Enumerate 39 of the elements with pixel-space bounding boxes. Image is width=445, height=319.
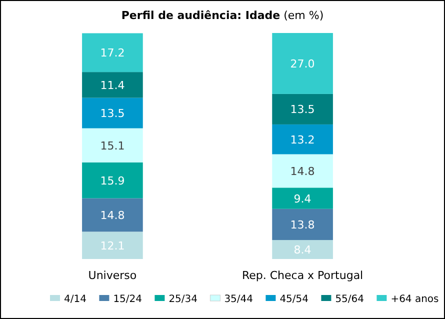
data-label: 14.8 [290, 164, 315, 178]
legend-label: 4/14 [64, 294, 86, 305]
legend-label: 25/34 [168, 294, 198, 305]
bar [272, 188, 333, 209]
data-label: 13.2 [290, 133, 315, 146]
bar [272, 94, 333, 124]
bar [272, 240, 333, 259]
data-label: 9.4 [294, 192, 312, 206]
data-label: 15.1 [100, 139, 125, 152]
data-label: 12.1 [100, 239, 125, 252]
data-label: 13.8 [290, 218, 315, 232]
data-label: 15.9 [100, 174, 125, 188]
x-tick-label: Rep. Checa x Portugal [242, 269, 364, 282]
bar [82, 98, 143, 128]
bar [82, 162, 143, 198]
bar [82, 232, 143, 259]
chart-subtitle: (em %) [280, 9, 324, 22]
data-label: 8.4 [294, 244, 312, 257]
legend-label: +64 anos [390, 294, 439, 305]
bar [82, 198, 143, 232]
legend-label: 15/24 [113, 294, 142, 305]
bar [82, 72, 143, 98]
bar [82, 128, 143, 162]
data-label: 13.5 [100, 107, 125, 120]
bar [272, 33, 333, 94]
data-label: 14.8 [100, 208, 125, 222]
bar [272, 154, 333, 188]
chart-title: Perfil de audiência: Idade [121, 9, 280, 22]
bar [272, 124, 333, 154]
legend-label: 35/44 [224, 294, 254, 305]
data-label: 11.4 [100, 78, 125, 92]
legend-label: 45/54 [280, 294, 309, 305]
legend-label: 55/64 [335, 294, 364, 305]
bar [82, 33, 143, 72]
bar [272, 208, 333, 240]
x-tick-label: Universo [88, 269, 137, 282]
data-label: 27.0 [290, 57, 315, 70]
data-label: 17.2 [100, 46, 125, 60]
data-label: 13.5 [290, 103, 315, 116]
